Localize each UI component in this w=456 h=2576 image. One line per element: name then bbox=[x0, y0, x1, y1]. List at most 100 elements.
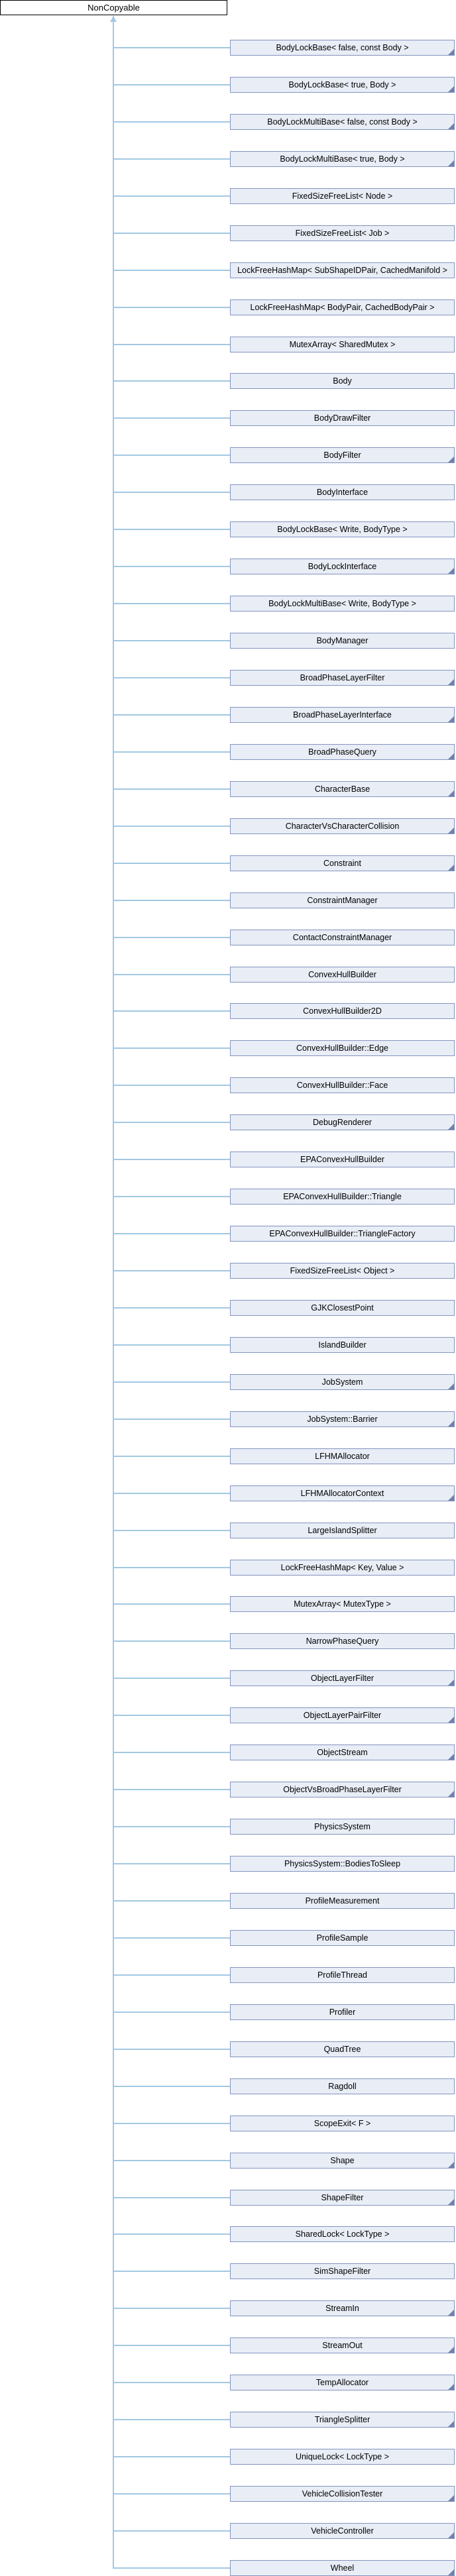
class-node[interactable]: BroadPhaseLayerInterface bbox=[230, 707, 455, 723]
class-node-label: ObjectVsBroadPhaseLayerFilter bbox=[283, 1785, 402, 1794]
class-node[interactable]: BroadPhaseLayerFilter bbox=[230, 670, 455, 686]
inheritance-branch-line bbox=[113, 1493, 230, 1494]
class-node-label: PhysicsSystem bbox=[314, 1822, 370, 1831]
class-node[interactable]: TriangleSplitter bbox=[230, 2412, 455, 2428]
class-node[interactable]: BodyLockMultiBase< true, Body > bbox=[230, 151, 455, 167]
class-node[interactable]: ScopeExit< F > bbox=[230, 2116, 455, 2131]
inheritance-branch-line bbox=[113, 974, 230, 975]
class-node[interactable]: ObjectLayerPairFilter bbox=[230, 1707, 455, 1723]
class-node[interactable]: ConvexHullBuilder::Face bbox=[230, 1077, 455, 1093]
class-node-label: StreamIn bbox=[325, 2304, 359, 2313]
inheritance-branch-line bbox=[113, 640, 230, 641]
class-node[interactable]: StreamIn bbox=[230, 2300, 455, 2316]
class-node[interactable]: Shape bbox=[230, 2153, 455, 2169]
class-node-label: BodyFilter bbox=[323, 451, 361, 460]
class-node-label: EPAConvexHullBuilder bbox=[300, 1155, 384, 1164]
class-node[interactable]: SimShapeFilter bbox=[230, 2263, 455, 2279]
has-derived-fold-icon bbox=[448, 790, 454, 796]
has-derived-fold-icon bbox=[448, 753, 454, 759]
class-node[interactable]: FixedSizeFreeList< Node > bbox=[230, 188, 455, 204]
class-node[interactable]: Constraint bbox=[230, 855, 455, 871]
class-node[interactable]: Wheel bbox=[230, 2560, 455, 2576]
class-node[interactable]: ProfileSample bbox=[230, 1930, 455, 1946]
class-node[interactable]: EPAConvexHullBuilder::TriangleFactory bbox=[230, 1226, 455, 1242]
class-node-label: BroadPhaseQuery bbox=[308, 747, 376, 757]
class-node[interactable]: MutexArray< SharedMutex > bbox=[230, 337, 455, 352]
inheritance-branch-line bbox=[113, 158, 230, 160]
class-node[interactable]: Profiler bbox=[230, 2004, 455, 2020]
class-node[interactable]: MutexArray< MutexType > bbox=[230, 1596, 455, 1612]
inheritance-branch-line bbox=[113, 1603, 230, 1605]
inheritance-branch-line bbox=[113, 121, 230, 123]
class-node[interactable]: DebugRenderer bbox=[230, 1114, 455, 1130]
class-node[interactable]: ShapeFilter bbox=[230, 2190, 455, 2206]
class-node[interactable]: EPAConvexHullBuilder bbox=[230, 1152, 455, 1167]
class-node[interactable]: BodyLockBase< false, const Body > bbox=[230, 40, 455, 56]
inheritance-branch-line bbox=[113, 1456, 230, 1457]
inheritance-branch-line bbox=[113, 566, 230, 567]
class-node[interactable]: CharacterBase bbox=[230, 781, 455, 797]
class-node[interactable]: BodyInterface bbox=[230, 484, 455, 500]
class-node[interactable]: Body bbox=[230, 373, 455, 389]
class-node[interactable]: ObjectVsBroadPhaseLayerFilter bbox=[230, 1782, 455, 1798]
class-node[interactable]: CharacterVsCharacterCollision bbox=[230, 818, 455, 834]
has-derived-fold-icon bbox=[448, 2421, 454, 2427]
class-node[interactable]: BodyLockMultiBase< Write, BodyType > bbox=[230, 596, 455, 612]
class-node[interactable]: BodyLockBase< true, Body > bbox=[230, 77, 455, 93]
class-node-label: Wheel bbox=[330, 2563, 355, 2573]
class-node-label: ScopeExit< F > bbox=[314, 2119, 371, 2128]
class-node[interactable]: UniqueLock< LockType > bbox=[230, 2449, 455, 2465]
class-node[interactable]: JobSystem::Barrier bbox=[230, 1411, 455, 1427]
class-node-label: BodyInterface bbox=[316, 488, 369, 497]
class-node[interactable]: StreamOut bbox=[230, 2337, 455, 2353]
inheritance-branch-line bbox=[113, 1419, 230, 1420]
class-node[interactable]: ObjectLayerFilter bbox=[230, 1670, 455, 1686]
class-node[interactable]: LFHMAllocator bbox=[230, 1448, 455, 1464]
class-node[interactable]: ConstraintManager bbox=[230, 892, 455, 908]
class-node[interactable]: QuadTree bbox=[230, 2041, 455, 2057]
class-node[interactable]: BodyLockMultiBase< false, const Body > bbox=[230, 114, 455, 130]
class-node[interactable]: JobSystem bbox=[230, 1374, 455, 1390]
class-node[interactable]: EPAConvexHullBuilder::Triangle bbox=[230, 1189, 455, 1205]
class-node[interactable]: LFHMAllocatorContext bbox=[230, 1485, 455, 1501]
class-node[interactable]: TempAllocator bbox=[230, 2375, 455, 2390]
class-node[interactable]: SharedLock< LockType > bbox=[230, 2226, 455, 2242]
inheritance-branch-line bbox=[113, 84, 230, 85]
class-node[interactable]: VehicleCollisionTester bbox=[230, 2486, 455, 2502]
class-node[interactable]: ProfileMeasurement bbox=[230, 1893, 455, 1909]
class-node[interactable]: VehicleController bbox=[230, 2523, 455, 2539]
class-node-label: BodyLockMultiBase< true, Body > bbox=[280, 154, 405, 164]
class-node[interactable]: PhysicsSystem::BodiesToSleep bbox=[230, 1856, 455, 1872]
class-node[interactable]: ObjectStream bbox=[230, 1744, 455, 1760]
class-node[interactable]: BodyLockBase< Write, BodyType > bbox=[230, 521, 455, 537]
class-node[interactable]: ConvexHullBuilder::Edge bbox=[230, 1040, 455, 1056]
class-node[interactable]: LockFreeHashMap< SubShapeIDPair, CachedM… bbox=[230, 262, 455, 278]
class-node-label: UniqueLock< LockType > bbox=[295, 2452, 390, 2461]
class-node[interactable]: BodyManager bbox=[230, 633, 455, 649]
class-node[interactable]: PhysicsSystem bbox=[230, 1819, 455, 1835]
class-node[interactable]: ContactConstraintManager bbox=[230, 930, 455, 945]
class-node[interactable]: BroadPhaseQuery bbox=[230, 744, 455, 760]
class-node[interactable]: ConvexHullBuilder bbox=[230, 967, 455, 983]
class-node[interactable]: LargeIslandSplitter bbox=[230, 1523, 455, 1538]
class-node[interactable]: LockFreeHashMap< Key, Value > bbox=[230, 1560, 455, 1576]
class-node[interactable]: BodyFilter bbox=[230, 447, 455, 463]
class-node[interactable]: LockFreeHashMap< BodyPair, CachedBodyPai… bbox=[230, 299, 455, 315]
has-derived-fold-icon bbox=[448, 679, 454, 685]
class-node-label: ConvexHullBuilder::Edge bbox=[296, 1044, 388, 1053]
class-node-label: BodyManager bbox=[316, 636, 369, 645]
class-node[interactable]: FixedSizeFreeList< Job > bbox=[230, 225, 455, 241]
inheritance-branch-line bbox=[113, 1752, 230, 1753]
class-node[interactable]: NarrowPhaseQuery bbox=[230, 1633, 455, 1649]
class-node[interactable]: GJKClosestPoint bbox=[230, 1300, 455, 1316]
class-node[interactable]: ProfileThread bbox=[230, 1967, 455, 1983]
class-node[interactable]: FixedSizeFreeList< Object > bbox=[230, 1263, 455, 1279]
class-node[interactable]: Ragdoll bbox=[230, 2078, 455, 2094]
class-node-label: TriangleSplitter bbox=[314, 2415, 370, 2424]
class-node[interactable]: BodyDrawFilter bbox=[230, 410, 455, 426]
class-node[interactable]: BodyLockInterface bbox=[230, 559, 455, 574]
class-node-label: ProfileThread bbox=[317, 1970, 368, 1980]
class-node[interactable]: IslandBuilder bbox=[230, 1337, 455, 1353]
class-node[interactable]: ConvexHullBuilder2D bbox=[230, 1003, 455, 1019]
class-node-label: BodyLockBase< false, const Body > bbox=[276, 43, 409, 52]
